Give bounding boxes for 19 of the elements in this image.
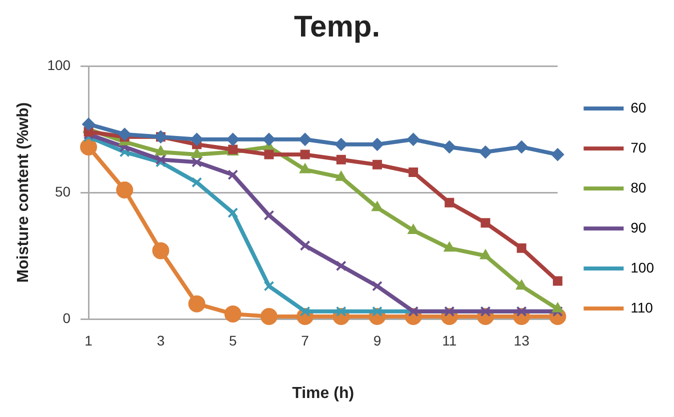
legend-label: 70 [630, 139, 646, 156]
chart-title: Temp. [294, 10, 380, 44]
x-tick-label: 13 [514, 332, 530, 348]
y-tick-label: 100 [47, 56, 71, 73]
x-axis-title: Time (h) [292, 384, 354, 402]
y-tick-label: 50 [54, 183, 71, 200]
y-axis-title: Moisture content (%wb) [15, 102, 32, 283]
legend-label: 90 [630, 219, 646, 236]
legend-label: 60 [630, 99, 646, 116]
x-tick-label: 11 [442, 332, 457, 348]
legend-label: 110 [630, 299, 654, 316]
x-tick-label: 3 [156, 332, 165, 348]
x-tick-label: 5 [228, 332, 237, 348]
y-tick-label: 0 [62, 310, 71, 326]
legend-label: 80 [630, 179, 646, 196]
legend-label: 100 [630, 259, 654, 276]
x-tick-label: 7 [301, 332, 310, 348]
x-tick-label: 9 [373, 332, 382, 348]
x-tick-label: 1 [84, 332, 93, 348]
